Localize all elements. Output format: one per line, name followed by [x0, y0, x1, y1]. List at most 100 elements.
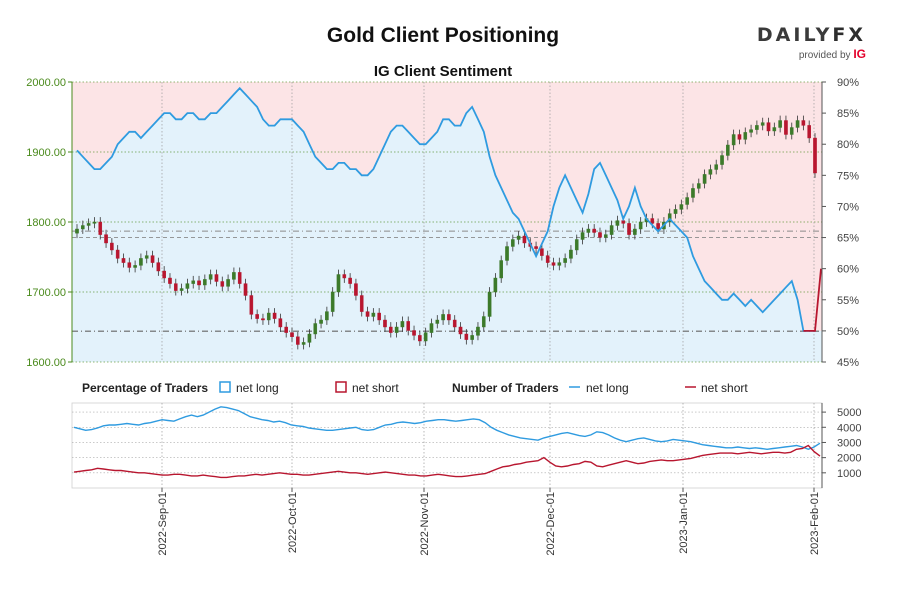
legend-percentage-heading: Percentage of Traders — [82, 381, 208, 395]
legend-pct-short-label: net short — [352, 381, 399, 395]
candle-up — [615, 220, 620, 226]
candle-up — [708, 169, 713, 175]
traders-axis-tick-label: 4000 — [837, 422, 861, 434]
candle-up — [499, 260, 504, 279]
candle-down — [598, 232, 602, 238]
candle-up — [232, 272, 236, 280]
traders-count-panel: 1000 2000 3000 4000 5000 2022-Sep-01 2022-Oct-… — [71, 402, 861, 556]
candle-down — [115, 249, 120, 259]
candle-up — [226, 279, 230, 287]
candle-up — [720, 155, 724, 165]
candle-up — [673, 209, 678, 214]
candle-down — [261, 318, 265, 321]
left-axis-tick-label: 1800.00 — [26, 217, 66, 229]
candle-down — [156, 262, 161, 272]
candle-up — [476, 326, 480, 336]
right-axis-tick-label: 70% — [837, 201, 859, 213]
pct-net-long-series — [76, 86, 815, 332]
x-axis-tick-label: 2023-Feb-01 — [809, 492, 821, 555]
candle-down — [656, 223, 660, 230]
candle-up — [749, 129, 753, 133]
candle-down — [464, 333, 469, 340]
candle-up — [685, 197, 689, 205]
candle-up — [487, 291, 492, 317]
candle-up — [731, 134, 736, 146]
right-axis-tick-label: 50% — [837, 326, 859, 338]
candle-up — [144, 255, 149, 259]
candle-down — [249, 295, 254, 315]
right-axis-tick-label: 90% — [837, 77, 859, 89]
candle-down — [162, 270, 166, 279]
candle-up — [81, 225, 85, 230]
legend-number-heading: Number of Traders — [452, 381, 559, 395]
candle-down — [383, 319, 387, 328]
traders-axis-tick-label: 5000 — [837, 407, 861, 419]
candle-up — [702, 174, 707, 184]
candle-up — [179, 288, 184, 291]
legend: Percentage of Traders net long net short… — [82, 381, 748, 395]
left-axis-tick-label: 1700.00 — [26, 287, 66, 299]
candle-down — [627, 223, 631, 235]
brand-name-suffix: FX — [832, 24, 866, 46]
x-axis-tick-label: 2023-Jan-01 — [678, 492, 690, 554]
candle-up — [743, 132, 748, 140]
candle-up — [511, 239, 515, 247]
candle-up — [371, 312, 376, 317]
candle-up — [330, 291, 335, 312]
candle-down — [592, 228, 596, 233]
candle-down — [621, 220, 626, 224]
candle-down — [220, 281, 225, 287]
candle-up — [423, 332, 428, 342]
candle-down — [168, 277, 172, 284]
candle-down — [98, 221, 103, 235]
candle-up — [726, 144, 730, 156]
candle-up — [429, 323, 434, 333]
candle-down — [104, 234, 108, 244]
candle-up — [760, 122, 765, 126]
candle-up — [86, 223, 91, 226]
candle-up — [691, 188, 695, 198]
pct-net-short-series — [803, 268, 822, 332]
candle-down — [807, 125, 811, 139]
candle-down — [377, 312, 381, 321]
candle-up — [563, 258, 567, 263]
candle-down — [284, 326, 288, 333]
brand-name: DAILYFX — [757, 24, 866, 46]
candle-down — [127, 262, 132, 268]
traders-net-short-series — [73, 444, 821, 479]
candle-down — [296, 336, 300, 345]
candle-up — [714, 164, 719, 170]
candle-down — [452, 319, 457, 328]
provided-by-text: provided by — [798, 50, 851, 61]
legend-pct-short-swatch — [335, 381, 347, 393]
candle-up — [638, 221, 643, 230]
right-axis-tick-label: 85% — [837, 108, 859, 120]
candle-down — [412, 330, 416, 336]
candle-up — [133, 265, 137, 268]
candle-down — [354, 283, 358, 296]
traders-axis-tick-label: 3000 — [837, 437, 861, 449]
x-axis-tick-label: 2022-Sep-01 — [157, 492, 169, 556]
candle-down — [110, 242, 114, 251]
candle-down — [214, 274, 219, 282]
candle-up — [795, 120, 800, 128]
right-axis-tick-label: 55% — [837, 295, 859, 307]
x-axis-tick-label: 2022-Dec-01 — [545, 492, 557, 556]
right-axis-tick-label: 60% — [837, 264, 859, 276]
left-axis-tick-label: 1600.00 — [26, 357, 66, 369]
brand-name-prefix: DAILY — [756, 24, 833, 46]
candle-up — [325, 311, 329, 321]
right-axis-tick-label: 65% — [837, 233, 859, 245]
candle-up — [266, 312, 271, 321]
candle-down — [406, 321, 411, 331]
candle-down — [197, 280, 201, 286]
candle-down — [545, 255, 550, 263]
candle-up — [319, 319, 323, 324]
candle-up — [778, 120, 782, 128]
left-axis-tick-label: 2000.00 — [26, 77, 66, 89]
candle-down — [447, 314, 451, 321]
candle-down — [522, 235, 527, 244]
legend-num-short-label: net short — [701, 381, 748, 395]
candle-down — [365, 311, 370, 317]
